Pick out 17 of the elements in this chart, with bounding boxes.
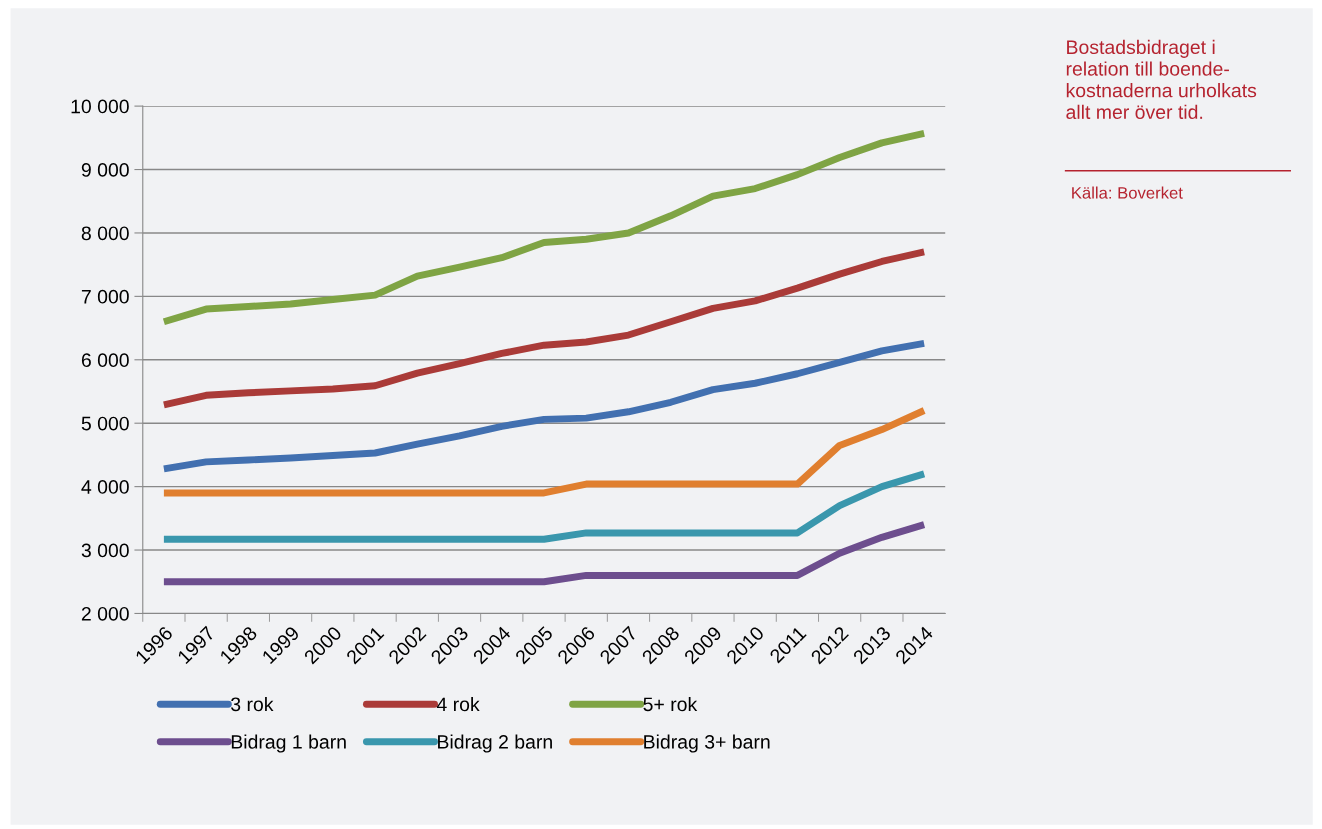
y-tick-label: 3 000: [81, 543, 129, 558]
legend-label: Bidrag 2 barn: [438, 734, 552, 753]
legend-label: Bidrag 3+ barn: [644, 734, 770, 753]
y-tick-label: 10 000: [71, 99, 129, 114]
legend-label: 4 rok: [436, 696, 480, 712]
y-tick-label: 4 000: [81, 480, 129, 494]
y-tick-label: 6 000: [81, 353, 129, 368]
y-tick-label: 9 000: [81, 163, 129, 177]
legend-label: Bidrag 1 barn: [231, 734, 346, 753]
legend-label: 3 rok: [231, 696, 274, 712]
y-tick-label: 2 000: [81, 606, 129, 621]
text: Bostadsbidraget i relation till boende- kostnaderna urholkats allt mer över tid.: [1066, 39, 1257, 120]
y-tick-label: 7 000: [81, 289, 129, 304]
text: Källa: Boverket: [1072, 186, 1183, 199]
y-tick-label: 8 000: [81, 226, 129, 241]
legend-label: 5+ rok: [643, 696, 698, 712]
y-tick-label: 5 000: [81, 416, 129, 431]
